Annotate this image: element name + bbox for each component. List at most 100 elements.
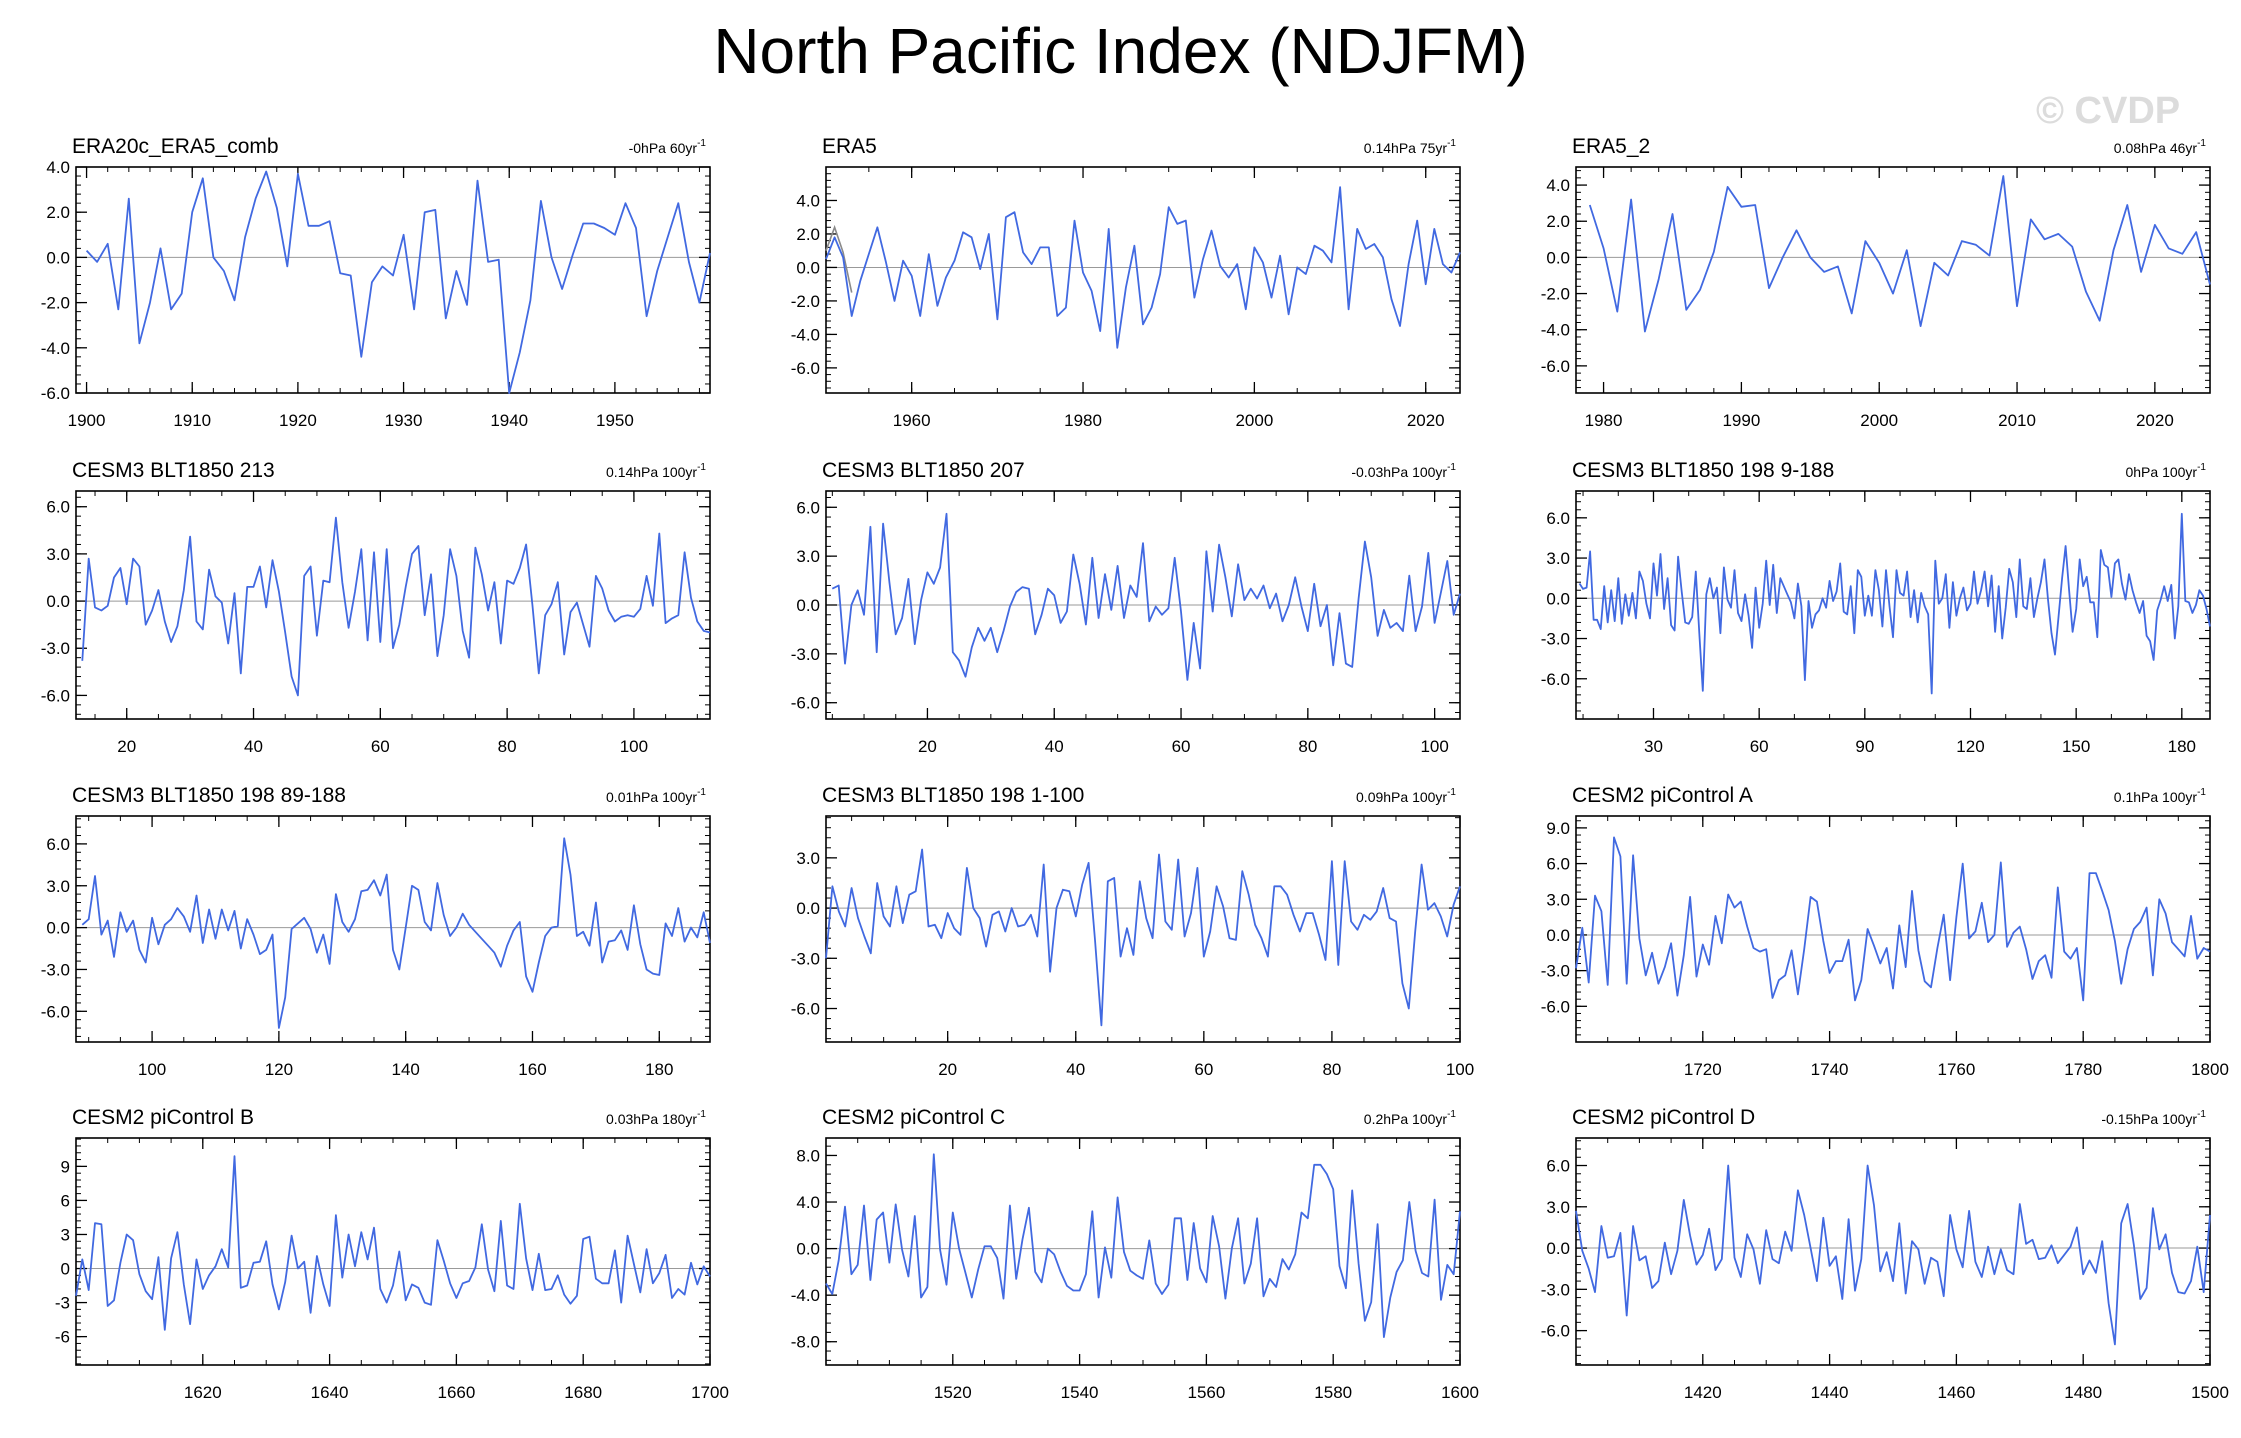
y-tick-label: -3 — [55, 1294, 70, 1313]
panel-3: ERA5_2 0.08hPa 46yr-1 -6.0 -4.0 -2.0 0.0 2.0 4.… — [1541, 135, 2211, 430]
x-tick-label: 2020 — [1407, 411, 1445, 430]
y-tick-label: 4.0 — [796, 1193, 820, 1212]
panel-title: CESM2 piControl D — [1572, 1106, 1755, 1129]
npi-series-line — [1575, 836, 2211, 1002]
plot-frame — [1575, 490, 2211, 720]
y-tick-label: -2.0 — [1541, 285, 1570, 304]
x-tick-label: 20 — [918, 737, 937, 756]
panel-title: CESM2 piControl B — [72, 1106, 254, 1129]
y-tick-label: -6.0 — [791, 359, 820, 378]
panel-title: CESM3 BLT1850 198 89-188 — [72, 784, 346, 807]
x-tick-label: 1700 — [691, 1383, 729, 1402]
y-tick-label: 3.0 — [1546, 1198, 1570, 1217]
x-tick-label: 1680 — [564, 1383, 602, 1402]
y-tick-label: 3.0 — [1546, 549, 1570, 568]
y-tick-label: 0.0 — [46, 248, 70, 267]
y-tick-label: -2.0 — [41, 294, 70, 313]
x-tick-label: 120 — [265, 1060, 293, 1079]
npi-series-line — [1588, 175, 2211, 333]
panel-12: CESM2 piControl D -0.15hPa 100yr-1 -6.0 -3.… — [1541, 1106, 2229, 1402]
panel-stat-superscript: -1 — [2197, 138, 2206, 149]
y-tick-label: 3.0 — [796, 849, 820, 868]
x-tick-label: 1500 — [2191, 1383, 2229, 1402]
x-tick-label: 1960 — [893, 411, 931, 430]
y-tick-label: -3.0 — [1541, 1280, 1570, 1299]
npi-series-line — [825, 186, 1461, 349]
y-tick-label: 4.0 — [796, 191, 820, 210]
panel-title: CESM2 piControl C — [822, 1106, 1005, 1129]
panel-title: CESM3 BLT1850 198 1-100 — [822, 784, 1084, 807]
x-tick-label: 1760 — [1937, 1060, 1975, 1079]
x-tick-label: 2000 — [1235, 411, 1273, 430]
y-tick-label: 2.0 — [796, 225, 820, 244]
x-tick-label: 40 — [1045, 737, 1064, 756]
x-tick-label: 140 — [391, 1060, 419, 1079]
y-tick-label: 2.0 — [1546, 212, 1570, 231]
y-tick-label: 9.0 — [1546, 819, 1570, 838]
plot-frame — [1575, 166, 2211, 394]
x-tick-label: 1480 — [2064, 1383, 2102, 1402]
x-tick-label: 160 — [518, 1060, 546, 1079]
y-tick-label: -4.0 — [791, 1286, 820, 1305]
y-tick-label: -3.0 — [791, 645, 820, 664]
x-tick-label: 1640 — [311, 1383, 349, 1402]
x-tick-label: 100 — [620, 737, 648, 756]
y-tick-label: 3.0 — [46, 877, 70, 896]
panel-title: CESM3 BLT1850 213 — [72, 459, 275, 482]
npi-series-line — [75, 1155, 711, 1331]
y-tick-label: 2.0 — [46, 203, 70, 222]
x-tick-label: 1910 — [173, 411, 211, 430]
panel-title: CESM2 piControl A — [1572, 784, 1753, 807]
y-tick-label: 0.0 — [796, 1240, 820, 1259]
x-tick-label: 80 — [498, 737, 517, 756]
npi-series-line — [1575, 1164, 2211, 1346]
plot-frame — [1575, 815, 2211, 1043]
panel-stat: 0.09hPa 100yr-1 — [1356, 787, 1456, 805]
y-tick-label: -8.0 — [791, 1333, 820, 1352]
y-tick-label: -4.0 — [41, 339, 70, 358]
npi-series-line — [81, 837, 711, 1029]
panel-stat: -0.15hPa 100yr-1 — [2101, 1109, 2206, 1127]
panel-stat-superscript: -1 — [697, 787, 706, 798]
y-tick-label: 0 — [61, 1260, 70, 1279]
y-tick-label: -6.0 — [41, 384, 70, 403]
panel-stat-superscript: -1 — [697, 138, 706, 149]
y-tick-label: -3.0 — [1541, 962, 1570, 981]
y-tick-label: 0.0 — [46, 592, 70, 611]
panel-stat: -0hPa 60yr-1 — [629, 138, 707, 156]
panel-stat-value: 0.03hPa 180yr — [606, 1111, 697, 1127]
y-tick-label: -3.0 — [41, 639, 70, 658]
panel-stat-superscript: -1 — [697, 1109, 706, 1120]
panel-stat: 0hPa 100yr-1 — [2125, 462, 2206, 480]
overlap-series-line — [825, 224, 853, 293]
panel-title: ERA20c_ERA5_comb — [72, 135, 279, 158]
y-tick-label: 6.0 — [1546, 509, 1570, 528]
y-tick-label: -4.0 — [791, 325, 820, 344]
panel-stat-value: 0.09hPa 100yr — [1356, 789, 1447, 805]
x-tick-label: 60 — [371, 737, 390, 756]
panel-stat-superscript: -1 — [2197, 462, 2206, 473]
panel-stat: 0.1hPa 100yr-1 — [2114, 787, 2207, 805]
x-tick-label: 100 — [1446, 1060, 1474, 1079]
npi-series-line — [825, 1153, 1461, 1338]
y-tick-label: -6.0 — [791, 694, 820, 713]
x-tick-label: 30 — [1644, 737, 1663, 756]
y-tick-label: -3.0 — [41, 960, 70, 979]
panel-6: CESM3 BLT1850 198 9-188 0hPa 100yr-1 -6.0 -… — [1541, 459, 2211, 756]
x-tick-label: 1780 — [2064, 1060, 2102, 1079]
panel-stat: 0.2hPa 100yr-1 — [1364, 1109, 1457, 1127]
y-tick-label: 0.0 — [46, 919, 70, 938]
x-tick-label: 1800 — [2191, 1060, 2229, 1079]
x-tick-label: 1980 — [1585, 411, 1623, 430]
x-tick-label: 100 — [138, 1060, 166, 1079]
x-tick-label: 1440 — [1811, 1383, 1849, 1402]
y-tick-label: 0.0 — [1546, 248, 1570, 267]
x-tick-label: 2010 — [1998, 411, 2036, 430]
y-tick-label: 6.0 — [1546, 1157, 1570, 1176]
y-tick-label: 4.0 — [46, 158, 70, 177]
cvdp-watermark: © CVDP — [2036, 90, 2181, 132]
x-tick-label: 40 — [1066, 1060, 1085, 1079]
panel-2: ERA5 0.14hPa 75yr-1 -6.0 -4.0 -2.0 0.0 2.0 4.0 1… — [791, 135, 1461, 430]
x-tick-label: 1900 — [68, 411, 106, 430]
